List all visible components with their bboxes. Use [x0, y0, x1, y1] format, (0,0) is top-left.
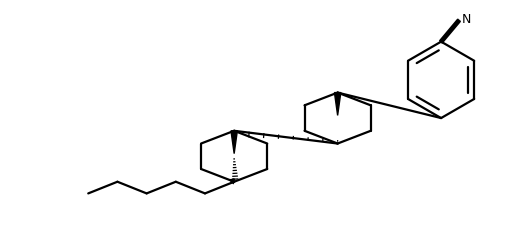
- Polygon shape: [335, 93, 341, 115]
- Polygon shape: [231, 131, 237, 154]
- Text: N: N: [461, 13, 471, 26]
